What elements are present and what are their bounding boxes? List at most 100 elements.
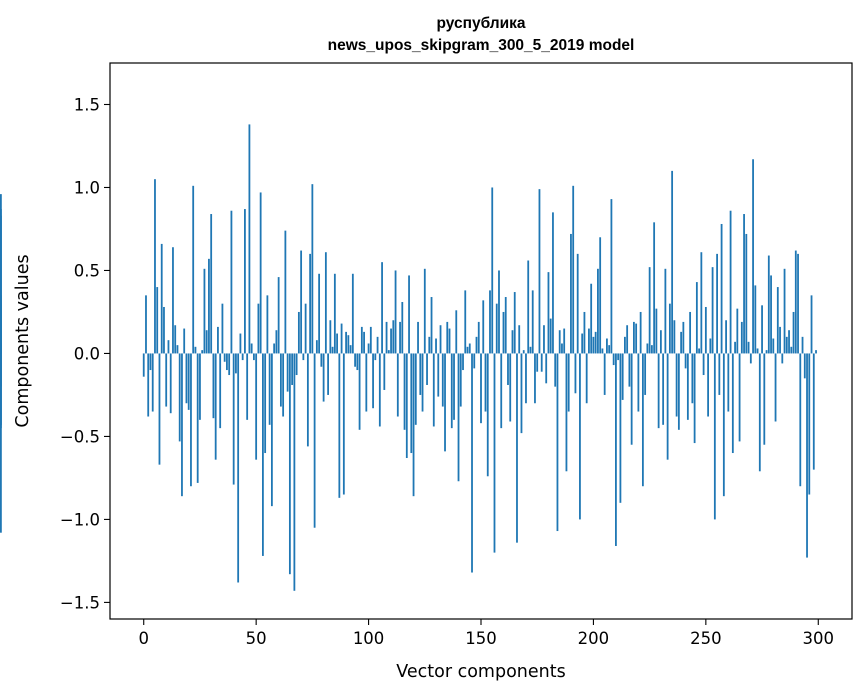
bar [549,318,552,354]
bar [707,353,709,417]
bar [259,192,262,354]
x-tick-label: 50 [246,629,267,648]
bar [0,209,2,354]
bar [716,253,718,354]
bar [399,321,401,354]
bar [453,353,455,420]
bar [178,353,181,442]
x-tick-label: 0 [138,629,149,648]
bar [208,258,210,354]
bar [156,287,159,354]
bar [210,214,213,354]
bar [435,338,437,354]
bar [738,353,741,442]
bar [664,268,667,354]
bar [383,353,386,390]
bar [444,353,446,452]
bar [736,308,739,354]
y-axis: −1.5 −1.0 −0.5 0.0 0.5 1.0 1.5 [60,95,110,612]
bar [354,353,356,367]
bar [381,262,383,354]
bar [480,353,482,424]
bar [754,285,757,354]
bar [430,297,433,354]
bar [390,328,392,354]
bar [217,326,219,354]
bar [792,311,795,354]
bar [374,353,377,361]
bar [659,330,662,354]
bar [689,311,692,354]
chart-subtitle: news_upos_skipgram_300_5_2019 model [328,37,635,54]
bar [482,300,485,354]
bar [169,353,172,414]
bar [731,353,734,454]
bar [151,353,154,412]
bar [324,252,327,354]
bar [518,325,521,354]
bar [639,311,642,354]
bar [547,272,550,354]
bar [653,222,656,354]
bar [799,353,802,487]
bar [558,330,561,354]
bar [704,306,707,354]
bar [808,353,811,495]
bar [718,353,721,395]
bar [641,353,644,487]
bar-series [0,124,817,591]
bar [241,353,244,361]
bar [212,353,215,419]
chart-title: руспублика [436,15,525,32]
bar [608,345,611,354]
bar [167,340,170,354]
bar [351,273,354,354]
bar [574,353,577,394]
bar [194,346,197,354]
bar [426,353,428,385]
bar [646,343,649,354]
bar [516,353,518,543]
bar [331,346,334,354]
bar [561,343,563,354]
bar [347,335,350,354]
bar [363,331,365,354]
bar [579,353,581,520]
bar [747,341,750,354]
bar [700,252,703,354]
bar [677,353,680,430]
bar [448,328,451,354]
bar [590,283,593,354]
bar [597,268,599,354]
bar [729,210,732,354]
bar [412,353,415,497]
bar [367,343,370,354]
bar [513,292,516,354]
bar [183,328,186,354]
bar [385,321,388,354]
bar [419,353,422,395]
bar [680,331,683,354]
bar [446,321,449,354]
bar [196,353,199,483]
bar [376,336,379,354]
x-axis: 0 50 100 150 200 250 300 [138,619,834,648]
bar [309,253,312,354]
bar [507,353,509,385]
bar [232,353,235,485]
bar [484,353,487,412]
bar [504,297,507,354]
bar [489,290,491,354]
bar [806,353,808,558]
bar [423,268,426,354]
bar [491,187,494,354]
bar [563,328,566,354]
bar [668,303,671,354]
bar [815,350,817,354]
bar [531,290,534,354]
bar [520,353,523,434]
bar [758,353,761,472]
bar [581,333,584,354]
bar [205,330,208,354]
bar [246,353,249,420]
